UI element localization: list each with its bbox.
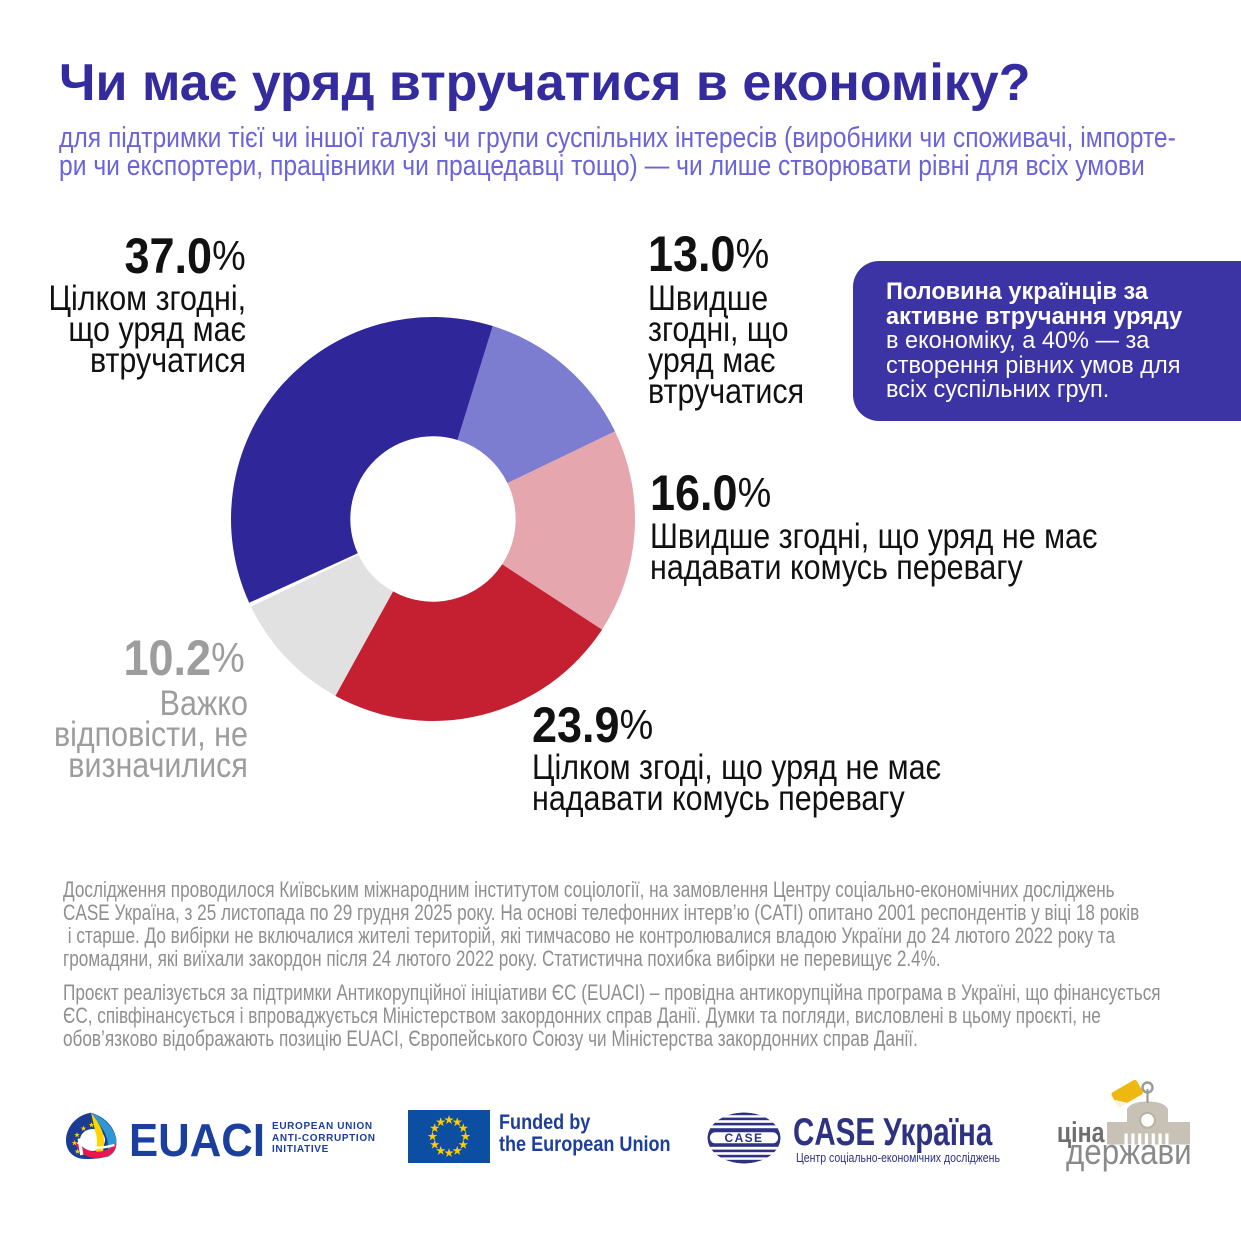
- svg-text:CASE: CASE: [725, 1131, 764, 1145]
